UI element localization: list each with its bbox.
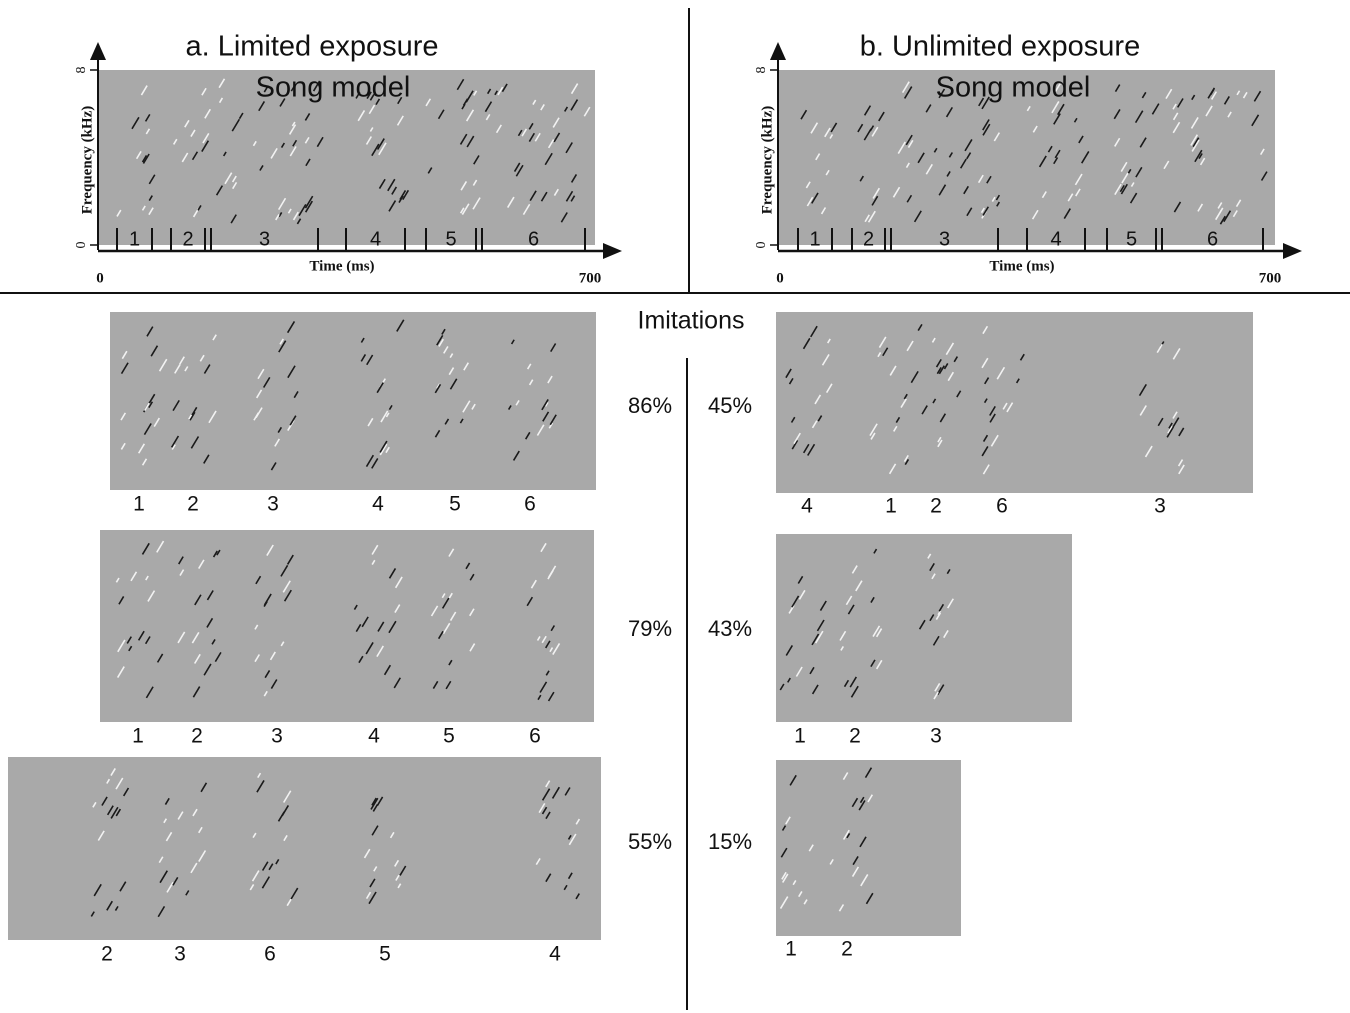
x-tick-label: 700 [1259, 270, 1282, 286]
y-tick-label: 8 [754, 67, 769, 74]
panel-title: b. Unlimited exposure [860, 31, 1140, 63]
syllable-label: 6 [264, 943, 276, 966]
syllable-label: 1 [885, 495, 897, 518]
syllable-label: 5 [449, 493, 461, 516]
song-model-label: Song model [256, 72, 411, 104]
syllable-label: 2 [849, 725, 861, 748]
syllable-label: 2 [101, 943, 113, 966]
x-axis-label: Time (ms) [309, 258, 374, 274]
syllable-label: 4 [549, 943, 561, 966]
similarity-score: 43% [708, 616, 752, 641]
syllable-label: 2 [841, 938, 853, 961]
syllable-label: 6 [529, 725, 541, 748]
syllable-label: 3 [174, 943, 186, 966]
syllable-label: 5 [379, 943, 391, 966]
syllable-label: 2 [191, 725, 203, 748]
syllable-label: 5 [443, 725, 455, 748]
syllable-label: 3 [939, 228, 950, 250]
syllable-label: 3 [267, 493, 279, 516]
syllable-label: 1 [129, 228, 140, 250]
spectrogram [100, 530, 594, 722]
syllable-label: 5 [445, 228, 456, 250]
y-axis-label: Frequency (kHz) [759, 106, 775, 214]
x-tick-label: 0 [776, 270, 784, 286]
syllable-label: 1 [809, 228, 820, 250]
spectrogram [776, 760, 961, 936]
syllable-label: 4 [370, 228, 381, 250]
syllable-label: 6 [1207, 228, 1218, 250]
similarity-score: 45% [708, 393, 752, 418]
syllable-label: 2 [930, 495, 942, 518]
similarity-score: 79% [628, 616, 672, 641]
syllable-label: 2 [182, 228, 193, 250]
syllable-label: 3 [1154, 495, 1166, 518]
syllable-label: 2 [187, 493, 199, 516]
syllable-label: 2 [863, 228, 874, 250]
spectrogram [110, 312, 596, 490]
syllable-label: 1 [794, 725, 806, 748]
spectrogram [8, 757, 601, 940]
panel-title: a. Limited exposure [185, 31, 438, 63]
syllable-label: 4 [801, 495, 813, 518]
song-model-label: Song model [936, 72, 1091, 104]
y-tick-label: 8 [74, 67, 89, 74]
syllable-label: 6 [524, 493, 536, 516]
similarity-score: 86% [628, 393, 672, 418]
syllable-label: 6 [996, 495, 1008, 518]
syllable-label: 3 [271, 725, 283, 748]
similarity-score: 55% [628, 829, 672, 854]
x-tick-label: 0 [96, 270, 104, 286]
similarity-score: 15% [708, 829, 752, 854]
y-axis-label: Frequency (kHz) [79, 106, 95, 214]
syllable-label: 1 [132, 725, 144, 748]
syllable-label: 4 [368, 725, 380, 748]
syllable-label: 3 [259, 228, 270, 250]
syllable-label: 1 [785, 938, 797, 961]
syllable-label: 4 [372, 493, 384, 516]
imitations-label: Imitations [638, 307, 745, 335]
spectrogram [776, 534, 1072, 722]
syllable-label: 3 [930, 725, 942, 748]
y-tick-label: 0 [74, 242, 89, 249]
spectrogram [776, 312, 1253, 493]
syllable-label: 4 [1050, 228, 1061, 250]
syllable-label: 1 [133, 493, 145, 516]
y-tick-label: 0 [754, 242, 769, 249]
syllable-label: 6 [528, 228, 539, 250]
x-tick-label: 700 [579, 270, 602, 286]
figure: Imitations a. Limited exposure Song model… [0, 0, 1350, 1013]
x-axis-label: Time (ms) [989, 258, 1054, 274]
syllable-label: 5 [1126, 228, 1137, 250]
